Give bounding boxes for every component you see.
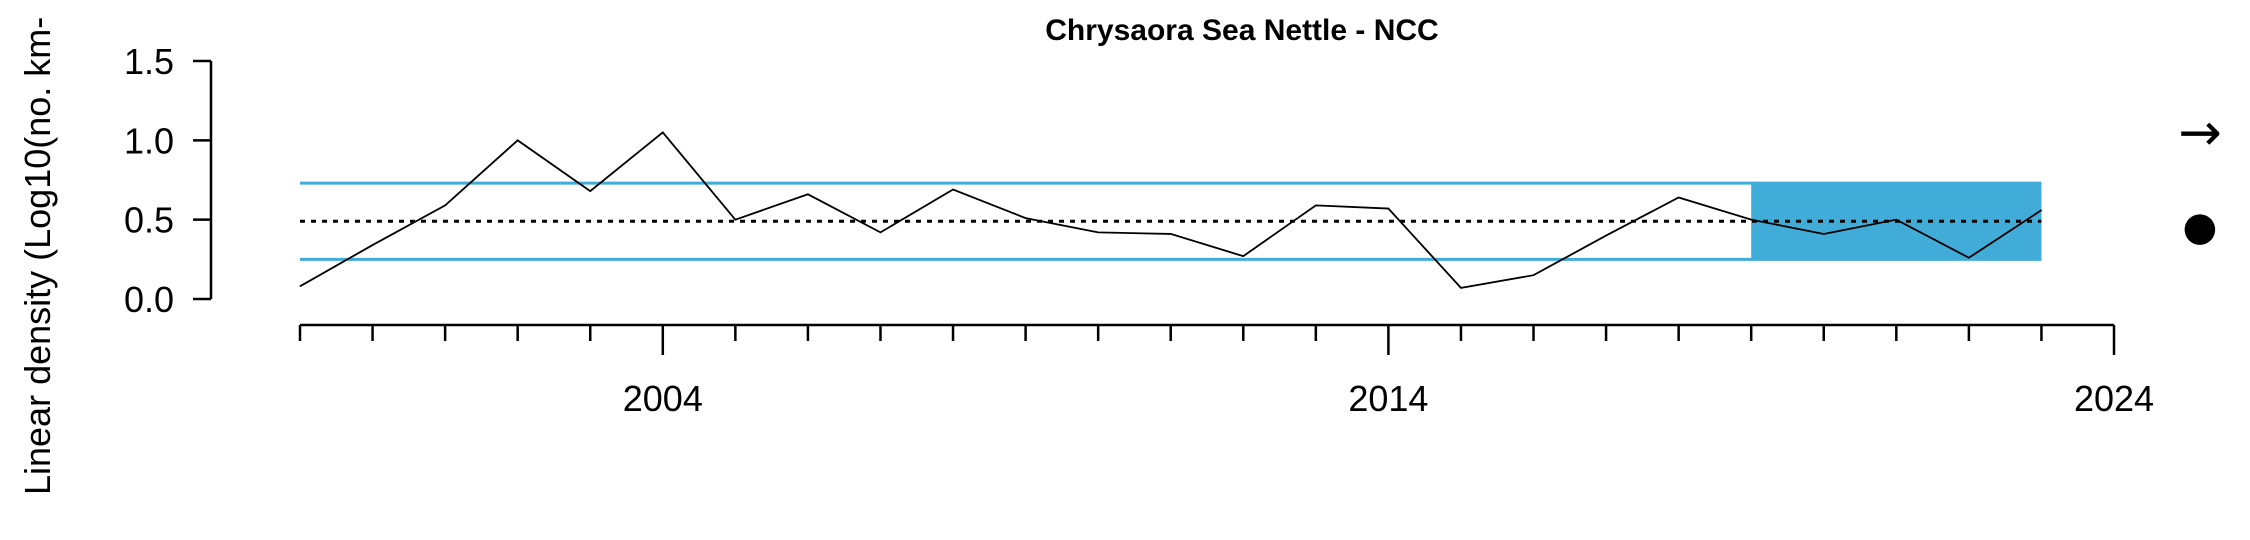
y-axis-label: Linear density (Log10(no. km-	[17, 17, 58, 495]
data-point-2022	[1968, 257, 1970, 259]
trend-arrow-icon: →	[2178, 103, 2222, 163]
y-tick-label-2: 1.0	[124, 120, 174, 161]
x-tick-label-2024: 2024	[2074, 378, 2154, 419]
data-point-2003	[589, 190, 591, 192]
data-point-2014	[1387, 208, 1389, 210]
data-point-2007	[879, 231, 881, 233]
y-tick-label-3: 1.5	[124, 41, 174, 82]
y-tick-label-0: 0.0	[124, 279, 174, 320]
data-point-2018	[1678, 196, 1680, 198]
data-point-2011	[1170, 233, 1172, 235]
chart-title: Chrysaora Sea Nettle - NCC	[1045, 14, 1438, 47]
data-point-2019	[1750, 219, 1752, 221]
x-axis: 2004 2014 2024	[298, 323, 2154, 419]
data-point-2017	[1605, 235, 1607, 237]
data-point-2009	[1025, 217, 1027, 219]
data-point-2001	[444, 204, 446, 206]
data-point-2004	[662, 131, 664, 133]
data-point-2015	[1460, 287, 1462, 289]
x-tick-label-2014: 2014	[1348, 378, 1428, 419]
data-point-2013	[1315, 204, 1317, 206]
data-point-2020	[1823, 233, 1825, 235]
data-point-2000	[372, 244, 374, 246]
data-point-2008	[952, 189, 954, 191]
data-point-2006	[807, 193, 809, 195]
data-point-2002	[517, 139, 519, 141]
x-tick-label-2004: 2004	[623, 378, 703, 419]
y-axis: 0.0 0.5 1.0 1.5	[124, 41, 213, 320]
y-tick-label-1: 0.5	[124, 200, 174, 241]
data-point-2023	[2040, 209, 2042, 211]
mean-dot-icon: ●	[2183, 204, 2218, 250]
data-point-2016	[1533, 274, 1535, 276]
data-point-2005	[734, 219, 736, 221]
data-point-1999	[299, 285, 301, 287]
data-point-2010	[1097, 231, 1099, 233]
data-point-2012	[1242, 255, 1244, 257]
data-point-2021	[1895, 219, 1897, 221]
